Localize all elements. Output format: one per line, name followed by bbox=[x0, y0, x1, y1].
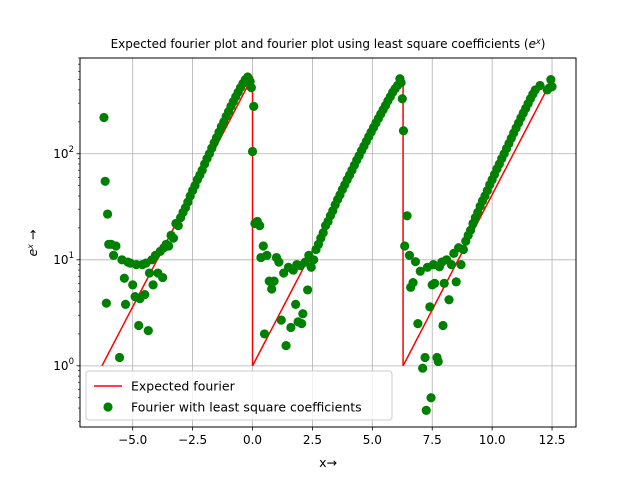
y-tick-exponent: 0 bbox=[69, 357, 74, 367]
y-tick-base: 10 bbox=[53, 359, 68, 373]
least-square-point bbox=[309, 255, 319, 265]
least-square-point bbox=[120, 299, 131, 309]
least-square-point bbox=[101, 298, 111, 308]
least-square-point bbox=[168, 233, 179, 243]
least-square-point bbox=[400, 241, 410, 251]
least-square-point bbox=[134, 320, 144, 331]
least-square-point bbox=[128, 280, 138, 290]
y-tick-exponent: 1 bbox=[69, 251, 74, 261]
least-square-point bbox=[456, 260, 466, 270]
legend-box bbox=[85, 370, 393, 421]
least-square-point bbox=[458, 244, 468, 255]
least-square-point bbox=[246, 83, 256, 93]
least-square-point bbox=[144, 268, 155, 278]
least-square-point bbox=[100, 176, 110, 186]
least-square-point bbox=[418, 363, 428, 373]
least-square-point bbox=[397, 94, 407, 104]
least-square-point bbox=[267, 284, 277, 294]
least-square-point bbox=[444, 295, 454, 305]
least-square-point bbox=[446, 260, 456, 270]
least-square-point bbox=[143, 325, 153, 336]
least-square-point bbox=[259, 329, 270, 339]
least-square-point bbox=[547, 81, 557, 92]
least-square-point bbox=[281, 341, 291, 351]
expected-fourier-line bbox=[402, 76, 555, 367]
least-square-point bbox=[148, 280, 158, 290]
least-square-point bbox=[140, 289, 150, 300]
legend-label-least-square: Fourier with least square coefficients bbox=[131, 400, 362, 415]
legend-marker-swatch bbox=[103, 402, 113, 412]
chart-title: Expected fourier plot and fourier plot u… bbox=[111, 37, 546, 52]
least-square-point bbox=[430, 278, 440, 288]
least-square-point bbox=[433, 356, 443, 367]
least-square-point bbox=[546, 75, 556, 85]
least-square-point bbox=[164, 241, 174, 251]
least-square-point bbox=[438, 320, 448, 331]
least-square-point bbox=[420, 352, 430, 363]
x-tick-label: −2.5 bbox=[178, 433, 207, 447]
least-square-point bbox=[413, 319, 423, 329]
least-square-point bbox=[114, 352, 125, 363]
least-square-point bbox=[451, 277, 461, 287]
least-square-point bbox=[426, 393, 436, 403]
least-square-point bbox=[255, 221, 265, 231]
least-square-point bbox=[291, 299, 301, 309]
least-square-point bbox=[415, 266, 425, 276]
least-square-point bbox=[247, 146, 258, 157]
least-square-point bbox=[410, 257, 421, 267]
least-square-point bbox=[298, 309, 308, 319]
least-square-point bbox=[249, 101, 259, 111]
least-square-point bbox=[258, 241, 268, 251]
least-square-point bbox=[276, 315, 286, 325]
least-square-point bbox=[286, 322, 296, 333]
x-tick-label: 7.5 bbox=[423, 433, 442, 447]
y-axis-title: ex → bbox=[25, 230, 40, 257]
plot-frame bbox=[79, 57, 577, 428]
y-tick-label: 101 bbox=[53, 251, 74, 267]
x-axis-title: x→ bbox=[319, 455, 337, 470]
least-square-point bbox=[535, 80, 545, 91]
x-tick-label: 0.0 bbox=[243, 433, 262, 447]
legend: Expected fourier Fourier with least squar… bbox=[85, 370, 393, 421]
x-tick-label: 2.5 bbox=[303, 433, 322, 447]
least-square-point bbox=[102, 209, 113, 219]
x-tick-label: −5.0 bbox=[118, 433, 147, 447]
least-square-point bbox=[303, 285, 313, 295]
y-tick-label: 100 bbox=[53, 357, 74, 373]
least-square-point bbox=[274, 257, 284, 267]
y-tick-base: 10 bbox=[53, 253, 68, 267]
x-tick-label: 10.0 bbox=[479, 433, 506, 447]
least-square-point bbox=[99, 112, 109, 123]
least-square-point bbox=[425, 302, 435, 312]
least-square-point bbox=[300, 257, 310, 267]
least-square-point bbox=[402, 211, 412, 221]
least-square-point bbox=[158, 272, 168, 283]
least-square-point bbox=[262, 250, 272, 261]
y-tick-label: 102 bbox=[53, 145, 74, 161]
least-square-point bbox=[404, 250, 415, 261]
least-square-point bbox=[306, 262, 316, 272]
least-square-point bbox=[111, 241, 121, 251]
least-square-point bbox=[119, 273, 129, 283]
least-square-point bbox=[421, 405, 431, 415]
least-square-point bbox=[439, 278, 449, 288]
least-square-point bbox=[318, 228, 328, 238]
x-tick-label: 5.0 bbox=[363, 433, 382, 447]
least-square-point bbox=[108, 250, 119, 261]
least-square-point bbox=[173, 221, 183, 231]
least-square-point bbox=[297, 319, 307, 329]
plot-area bbox=[99, 72, 557, 415]
y-tick-base: 10 bbox=[53, 147, 68, 161]
least-square-point bbox=[398, 126, 409, 136]
x-axis: −5.0 −2.5 0.0 2.5 5.0 7.5 10.0 12.5 bbox=[118, 427, 565, 447]
x-tick-label: 12.5 bbox=[539, 433, 566, 447]
least-square-point bbox=[408, 277, 418, 288]
least-square-point bbox=[396, 77, 406, 88]
least-square-point bbox=[269, 276, 279, 286]
legend-label-expected: Expected fourier bbox=[131, 379, 236, 394]
y-tick-exponent: 2 bbox=[69, 145, 74, 155]
